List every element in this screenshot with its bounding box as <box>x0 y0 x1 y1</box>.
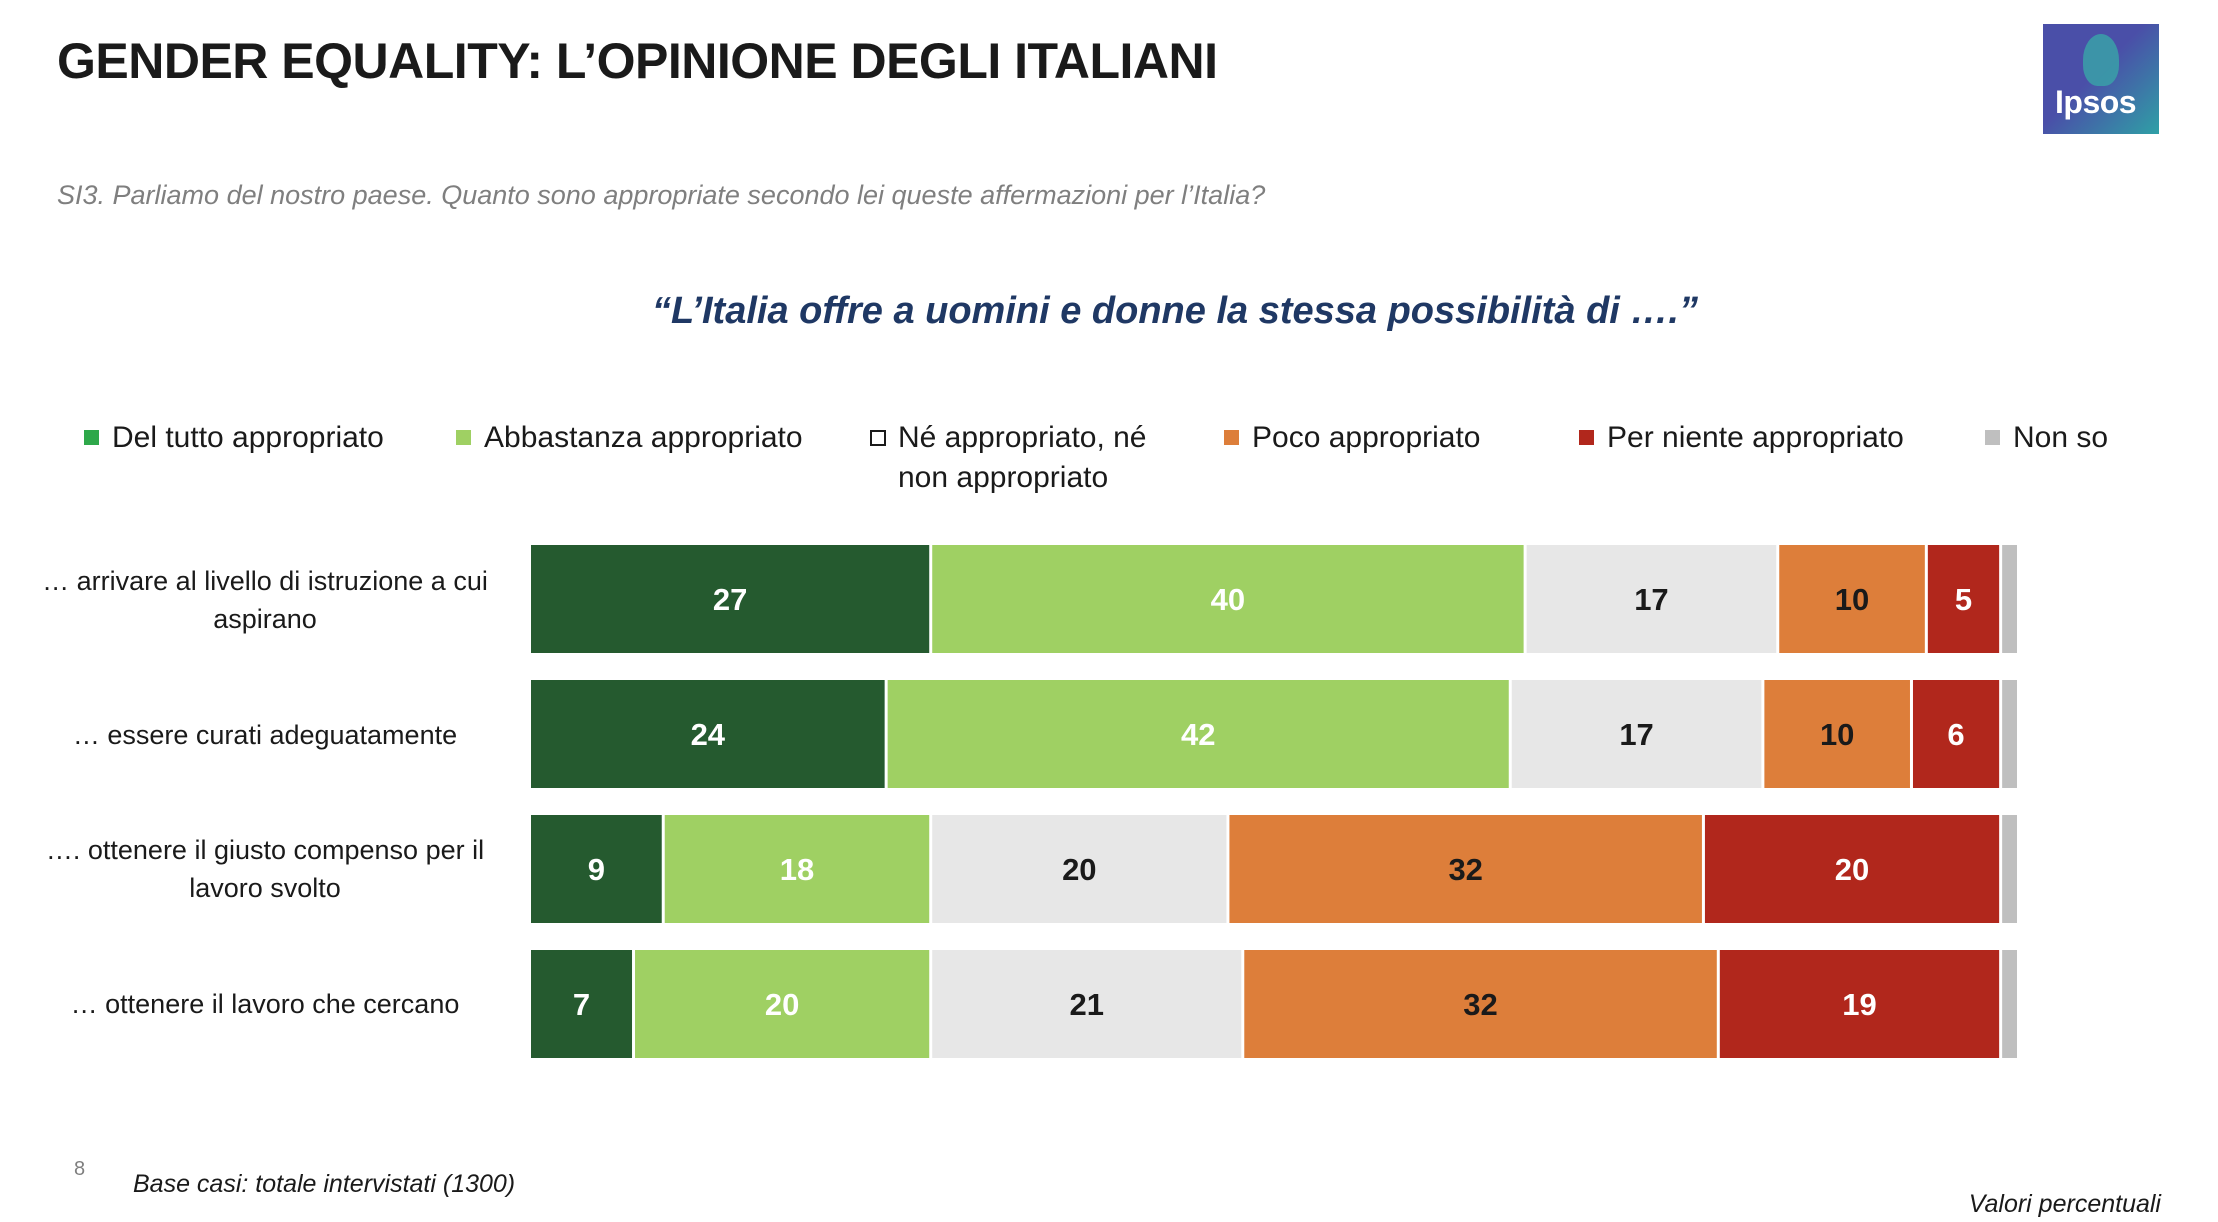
ipsos-logo: Ipsos <box>2043 24 2159 134</box>
data-label: 10 <box>1835 582 1869 617</box>
legend-swatch-per-niente <box>1579 430 1594 445</box>
bar-segment-del-tutto <box>531 680 885 788</box>
bar-segment-per-niente <box>1927 545 2000 653</box>
page-title: GENDER EQUALITY: L’OPINIONE DEGLI ITALIA… <box>57 33 1218 89</box>
legend-swatch-non-so <box>1985 430 2000 445</box>
bar-segment-ne-ne <box>1526 545 1777 653</box>
data-label: 21 <box>1070 987 1104 1022</box>
category-label-istruzione: … arrivare al livello di istruzione a cu… <box>42 566 488 634</box>
data-label: 17 <box>1634 582 1668 617</box>
legend-swatch-del-tutto <box>84 430 99 445</box>
data-label: 20 <box>1835 852 1869 887</box>
bar-segment-per-niente <box>1704 815 2000 923</box>
base-note: Base casi: totale intervistati (1300) <box>133 1170 516 1198</box>
legend-swatch-ne-ne <box>870 430 886 446</box>
bar-segment-del-tutto <box>531 545 930 653</box>
bar-segment-poco <box>1779 545 1925 653</box>
data-label: 10 <box>1820 717 1854 752</box>
bar-segment-non-so <box>2002 545 2017 653</box>
data-label: 20 <box>765 987 799 1022</box>
bar-segment-abbastanza <box>932 545 1524 653</box>
bar-segment-abbastanza <box>635 950 930 1058</box>
bar-segment-per-niente <box>1912 680 2000 788</box>
bar-segment-non-so <box>2002 815 2017 923</box>
logo-head-icon <box>2083 34 2119 86</box>
legend-swatch-poco <box>1224 430 1239 445</box>
data-label: 27 <box>713 582 747 617</box>
unit-note: Valori percentuali <box>1968 1190 2161 1218</box>
bar-segment-abbastanza <box>887 680 1509 788</box>
bar-segment-del-tutto <box>531 815 662 923</box>
bar-segment-poco <box>1244 950 1717 1058</box>
data-label: 19 <box>1842 987 1876 1022</box>
data-label: 24 <box>691 717 726 752</box>
legend-label: Abbastanza appropriato <box>484 421 803 454</box>
legend-label: Del tutto appropriato <box>112 421 384 454</box>
legend-label: Per niente appropriato <box>1607 421 1904 454</box>
legend-item-ne-ne: Né appropriato, né non appropriato <box>870 418 1198 498</box>
category-label-lavoro: … ottenere il lavoro che cercano <box>70 989 460 1019</box>
survey-question: SI3. Parliamo del nostro paese. Quanto s… <box>57 180 1266 210</box>
legend-item-poco: Poco appropriato <box>1224 418 1481 458</box>
bar-segment-abbastanza <box>664 815 930 923</box>
data-label: 32 <box>1448 852 1482 887</box>
data-label: 17 <box>1619 717 1653 752</box>
data-label: 6 <box>1947 717 1964 752</box>
bar-segment-ne-ne <box>932 950 1242 1058</box>
chart-title: “L’Italia offre a uomini e donne la stes… <box>652 290 1698 332</box>
data-label: 42 <box>1181 717 1215 752</box>
data-label: 7 <box>573 987 590 1022</box>
legend-item-del-tutto: Del tutto appropriato <box>84 418 384 458</box>
data-label: 9 <box>588 852 605 887</box>
legend-item-per-niente: Per niente appropriato <box>1579 418 1904 458</box>
category-label-curati: … essere curati adeguatamente <box>72 720 458 750</box>
data-label: 20 <box>1062 852 1096 887</box>
bar-segment-ne-ne <box>1511 680 1762 788</box>
legend-item-abbastanza: Abbastanza appropriato <box>456 418 803 458</box>
legend-label: Poco appropriato <box>1252 421 1481 454</box>
bar-segment-poco <box>1764 680 1910 788</box>
bar-segment-per-niente <box>1719 950 2000 1058</box>
data-label: 5 <box>1955 582 1972 617</box>
data-label: 40 <box>1211 582 1245 617</box>
legend-swatch-abbastanza <box>456 430 471 445</box>
bar-segment-poco <box>1229 815 1702 923</box>
data-label: 32 <box>1463 987 1497 1022</box>
bar-segment-ne-ne <box>932 815 1227 923</box>
legend-item-non-so: Non so <box>1985 418 2109 458</box>
legend-label: Non so <box>2013 421 2109 454</box>
bar-segment-non-so <box>2002 680 2017 788</box>
page-number: 8 <box>74 1158 86 1180</box>
category-label-compenso: …. ottenere il giusto compenso per il la… <box>45 835 485 903</box>
logo-text: Ipsos <box>2055 84 2137 120</box>
data-label: 18 <box>780 852 814 887</box>
bar-segment-del-tutto <box>531 950 633 1058</box>
legend-label: Né appropriato, né non appropriato <box>898 421 1147 494</box>
bar-segment-non-so <box>2002 950 2017 1058</box>
